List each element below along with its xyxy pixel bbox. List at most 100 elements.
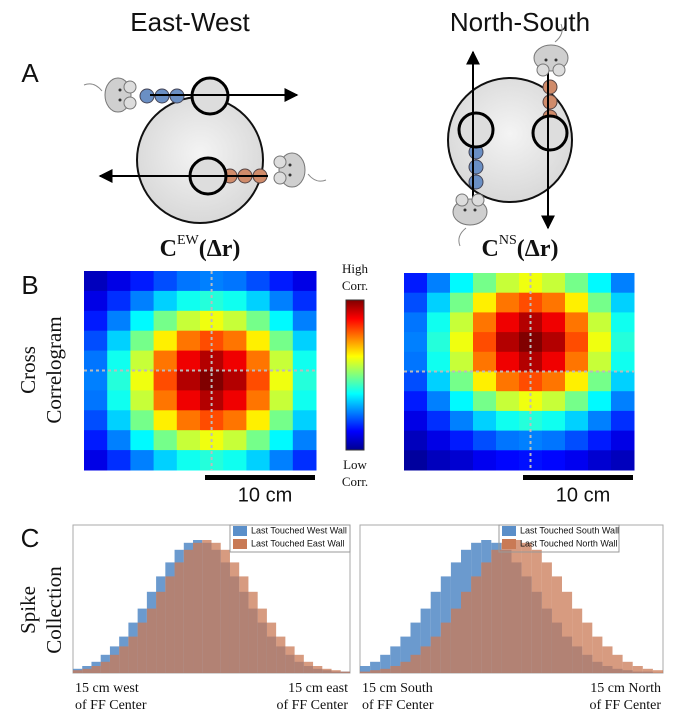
histogram-bar xyxy=(360,671,371,673)
heatmap-cell xyxy=(153,350,178,371)
heatmap-cell xyxy=(450,391,474,412)
heatmap-cell xyxy=(292,390,317,411)
heatmap-cell xyxy=(404,273,428,294)
heatmap-cell xyxy=(450,450,474,471)
histogram-bar xyxy=(541,562,552,673)
histogram-bar xyxy=(420,608,431,673)
histogram-bar xyxy=(370,670,381,673)
heatmap-cell xyxy=(130,330,155,352)
x-end-label: 15 cm South xyxy=(362,681,433,696)
histogram-bar xyxy=(276,636,286,673)
histogram-bar xyxy=(239,576,249,673)
heatmap-cell xyxy=(84,450,108,471)
histogram-bar xyxy=(174,562,184,673)
histogram-bar xyxy=(137,622,147,673)
heatmap-cell xyxy=(542,450,566,471)
heatmap-cell xyxy=(246,350,271,371)
heatmap-cell xyxy=(107,430,131,451)
heatmap-cell xyxy=(496,273,520,294)
legend-label: Last Touched South Wall xyxy=(520,525,619,535)
histogram-bar xyxy=(410,622,421,673)
legend-frame xyxy=(498,524,620,553)
histogram-bar xyxy=(430,591,441,673)
histogram-bar xyxy=(73,670,83,673)
heatmap-cell xyxy=(404,292,428,313)
heatmap-cell xyxy=(292,310,317,332)
heatmap-cell xyxy=(450,312,474,333)
heatmap-cell xyxy=(153,430,178,451)
heatmap-cell xyxy=(200,330,224,352)
heatmap-cell xyxy=(565,332,589,353)
heatmap-cell xyxy=(246,450,271,471)
histogram-bar xyxy=(551,576,562,673)
heatmap-cell xyxy=(269,410,294,431)
heatmap-cell xyxy=(404,351,428,372)
legend-swatch xyxy=(502,526,516,536)
heatmap-cell xyxy=(176,450,201,471)
title-base: C xyxy=(482,236,499,262)
histogram-bar xyxy=(257,608,267,673)
histogram-bar xyxy=(642,668,653,673)
heatmap-cell xyxy=(84,330,108,352)
heatmap-cell xyxy=(292,271,317,292)
heatmap-cell xyxy=(496,410,520,432)
heatmap-cell xyxy=(450,410,474,432)
title-base: C xyxy=(160,236,177,262)
colorbar-label: Low xyxy=(343,457,367,472)
heatmap-cell xyxy=(496,292,520,313)
heatmap-cell xyxy=(519,430,543,451)
x-end-label: of FF Center xyxy=(276,698,348,713)
heatmap-cell xyxy=(130,430,155,451)
heatmap-cell xyxy=(269,390,294,411)
histogram-bar xyxy=(331,670,341,673)
heatmap-cell xyxy=(292,410,317,431)
histogram-bar xyxy=(100,661,110,673)
heatmap-cell xyxy=(519,410,543,432)
heatmap-cell xyxy=(588,351,612,372)
histogram-bar xyxy=(229,562,240,673)
heatmap-cell xyxy=(269,271,294,292)
row-label: Correlogram xyxy=(42,316,66,423)
legend-label: Last Touched East Wall xyxy=(251,538,345,548)
heatmap-cell xyxy=(473,292,497,313)
histogram-bar xyxy=(303,661,314,673)
heatmap-cell xyxy=(496,430,520,451)
heatmap-cell xyxy=(496,332,520,353)
heatmap-cell xyxy=(611,430,635,451)
histogram-bar xyxy=(380,654,391,673)
heatmap-cell xyxy=(611,410,635,432)
histogram-bar xyxy=(400,636,411,673)
row-label: Collection xyxy=(42,566,66,654)
heatmap-cell xyxy=(473,430,497,451)
heatmap-cell xyxy=(588,430,612,451)
histogram-bar xyxy=(430,636,441,673)
heatmap-cell xyxy=(130,271,155,292)
heatmap-cell xyxy=(519,273,543,294)
histogram-bar xyxy=(82,668,92,673)
heatmap-cell xyxy=(107,290,131,312)
heatmap-cell xyxy=(496,450,520,471)
ew-diagram xyxy=(83,76,327,224)
heatmap-cell xyxy=(588,450,612,471)
heatmap-cell xyxy=(200,390,224,411)
heatmap-cell xyxy=(427,312,451,333)
heatmap-cell xyxy=(223,271,247,292)
histogram-bar xyxy=(602,646,613,673)
heatmap-cell xyxy=(107,370,131,391)
heatmap-cell xyxy=(200,350,224,371)
histogram-bar xyxy=(521,542,532,673)
title-arg: (Δr) xyxy=(199,236,241,262)
heatmap-cell xyxy=(84,390,108,411)
heatmap-cell xyxy=(404,332,428,353)
histogram-bar xyxy=(390,646,401,673)
heatmap-cell xyxy=(404,391,428,412)
heatmap-title: CEW(Δr) xyxy=(160,233,241,261)
heatmap-cell xyxy=(107,310,131,332)
heatmap-cell xyxy=(223,390,247,411)
heatmap-cell xyxy=(107,390,131,411)
heatmap-cell xyxy=(565,430,589,451)
heatmap-cell xyxy=(130,450,155,471)
heatmap-cell xyxy=(404,450,428,471)
colorbar xyxy=(345,299,365,451)
